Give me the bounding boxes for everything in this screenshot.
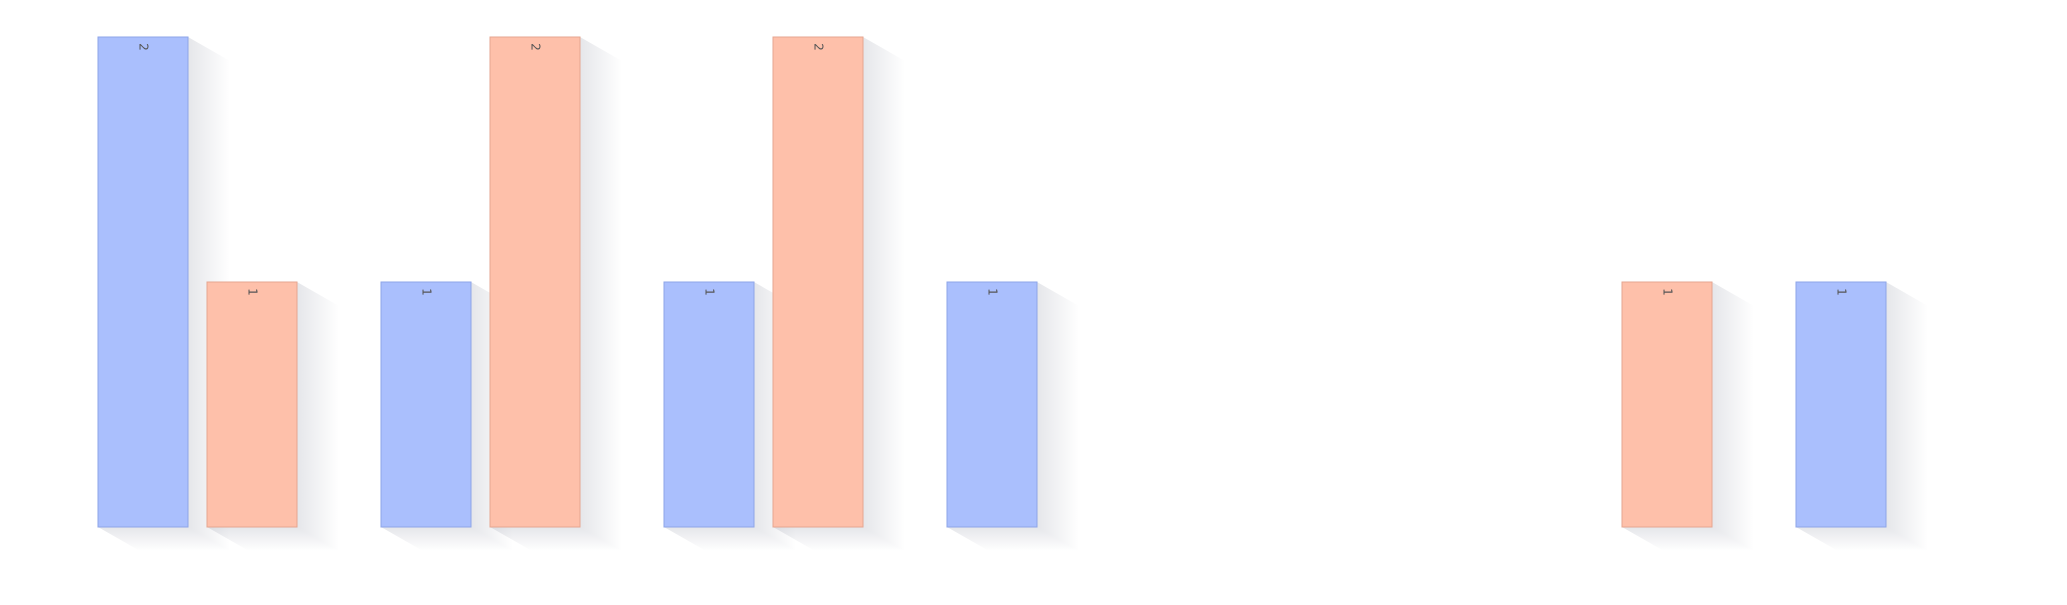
label-layer: 2112121111 bbox=[137, 43, 2067, 296]
bar bbox=[98, 37, 188, 527]
bar-value-label: 1 bbox=[420, 288, 434, 296]
bar-shadow-side bbox=[580, 37, 622, 551]
bar bbox=[947, 282, 1037, 527]
bar-shadow-side bbox=[1886, 282, 1928, 551]
bar-value-label: 2 bbox=[529, 43, 543, 51]
bar-value-label: 1 bbox=[246, 288, 260, 296]
bar-value-label: 2 bbox=[137, 43, 151, 51]
bar bbox=[1622, 282, 1712, 527]
bar bbox=[773, 37, 863, 527]
bar-shadow-side bbox=[297, 282, 339, 551]
bar-value-label: 1 bbox=[1835, 288, 1849, 296]
bar-value-label: 1 bbox=[1661, 288, 1675, 296]
bar-value-label: 1 bbox=[703, 288, 717, 296]
bar-shadow-side bbox=[1037, 282, 1079, 551]
bar bbox=[381, 282, 471, 527]
bar bbox=[1796, 282, 1886, 527]
bar bbox=[490, 37, 580, 527]
bar-layer bbox=[98, 37, 2067, 527]
bar-shadow-side bbox=[1712, 282, 1754, 551]
bar-value-label: 1 bbox=[986, 288, 1000, 296]
bar-shadow-side bbox=[863, 37, 905, 551]
bar bbox=[207, 282, 297, 527]
bar bbox=[664, 282, 754, 527]
bar-value-label: 2 bbox=[812, 43, 826, 51]
